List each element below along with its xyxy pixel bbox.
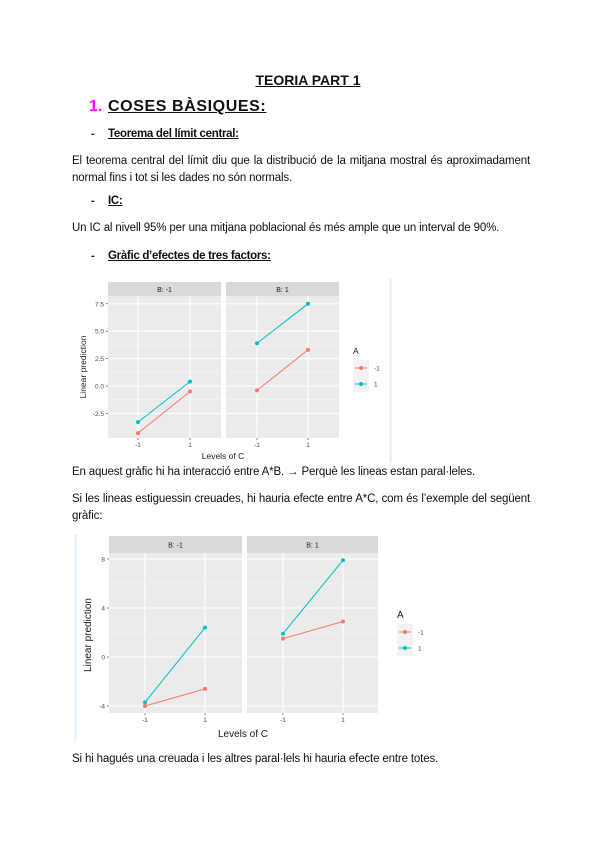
y-tick-label: 8 <box>101 557 105 564</box>
legend-title: A <box>397 610 404 621</box>
legend-label: -1 <box>418 630 424 637</box>
x-axis-title: Levels of C <box>218 729 268 740</box>
legend-key-box <box>397 624 413 656</box>
y-tick-label: 4 <box>101 606 105 613</box>
plot-panel <box>247 553 378 713</box>
subsection-heading-tlc: Teorema del límit central: <box>108 128 239 140</box>
paragraph-chart1-explanation: En aquest gràfic hi ha interacció entre … <box>72 466 476 478</box>
legend-key-point <box>403 630 407 634</box>
data-point <box>281 636 285 641</box>
bullet-marker: - <box>91 195 95 207</box>
y-axis-title: Linear prediction <box>78 335 88 398</box>
y-tick-label: 2.5 <box>95 356 104 363</box>
plot-panel <box>109 553 242 713</box>
facet-strip <box>108 282 221 296</box>
x-tick-label: -1 <box>142 717 148 724</box>
facet-label: B: -1 <box>157 287 172 294</box>
page-title: TEORIA PART 1 <box>0 72 600 88</box>
series-line <box>282 620 344 640</box>
y-tick-label: -4 <box>99 704 105 711</box>
bullet-marker: - <box>91 250 95 262</box>
y-tick-label: -2.5 <box>93 411 105 418</box>
subsection-heading-ic: IC: <box>108 195 123 207</box>
legend-label: 1 <box>374 382 378 389</box>
facet-label: B: 1 <box>276 287 289 294</box>
data-point <box>188 379 192 384</box>
legend-key-point <box>359 382 363 386</box>
facet-strip <box>109 536 242 553</box>
paragraph-tlc: El teorema central del límit diu que la … <box>72 155 530 184</box>
x-tick-label: -1 <box>280 717 286 724</box>
plot-panel <box>108 296 221 438</box>
data-point <box>306 301 310 306</box>
y-tick-label: 7.5 <box>95 301 104 308</box>
data-point <box>143 700 147 705</box>
legend-label: -1 <box>374 366 380 373</box>
x-tick-label: 1 <box>203 717 207 724</box>
series-line <box>144 688 206 707</box>
y-tick-label: 5.0 <box>95 329 104 336</box>
data-point <box>143 704 147 708</box>
x-tick-label: -1 <box>135 442 141 449</box>
data-point <box>136 431 140 436</box>
series-line <box>137 391 191 434</box>
data-point <box>341 558 345 563</box>
bullet-marker: - <box>91 128 95 140</box>
x-tick-label: 1 <box>306 442 310 449</box>
data-point <box>188 389 192 394</box>
data-point <box>255 341 259 346</box>
facet-label: B: -1 <box>168 543 183 550</box>
series-line <box>282 559 344 635</box>
legend-key-point <box>359 366 363 370</box>
paragraph-chart2-intro: Si les lineas estiguessin creuades, hi h… <box>72 493 530 522</box>
legend-key-point <box>403 646 407 650</box>
subsection-heading-grafic: Gràfic d’efectes de tres factors: <box>108 250 271 262</box>
page-title-text: TEORIA PART 1 <box>255 72 361 88</box>
data-point <box>203 625 207 630</box>
series-line <box>144 627 206 703</box>
data-point <box>341 619 345 624</box>
chart-side-accent <box>389 278 392 463</box>
data-point <box>306 347 310 352</box>
data-point <box>281 631 285 636</box>
x-tick-label: -1 <box>254 442 260 449</box>
data-point <box>203 686 207 691</box>
facet-strip <box>226 282 339 296</box>
y-axis-title: Linear prediction <box>83 598 94 672</box>
legend-label: 1 <box>418 646 422 653</box>
legend-title: A <box>353 346 359 356</box>
paragraph-ic: Un IC al nivell 95% per una mitjana pobl… <box>72 222 500 234</box>
x-axis-title: Levels of C <box>202 451 245 461</box>
series-line <box>256 349 309 391</box>
data-point <box>255 388 259 393</box>
section-heading: COSES BÀSIQUES: <box>108 98 267 115</box>
section-number: 1. <box>89 98 103 115</box>
series-line <box>256 303 309 344</box>
x-tick-label: 1 <box>341 717 345 724</box>
facet-label: B: 1 <box>306 543 319 550</box>
series-line <box>137 381 191 423</box>
facet-strip <box>247 536 378 553</box>
y-tick-label: 0 <box>101 655 105 662</box>
plot-panel <box>226 296 339 438</box>
chart-side-accent <box>74 534 77 740</box>
x-tick-label: 1 <box>188 442 192 449</box>
paragraph-conclusion: Si hi hagués una creuada i les altres pa… <box>72 753 439 765</box>
data-point <box>136 420 140 425</box>
y-tick-label: 0.0 <box>95 384 104 391</box>
